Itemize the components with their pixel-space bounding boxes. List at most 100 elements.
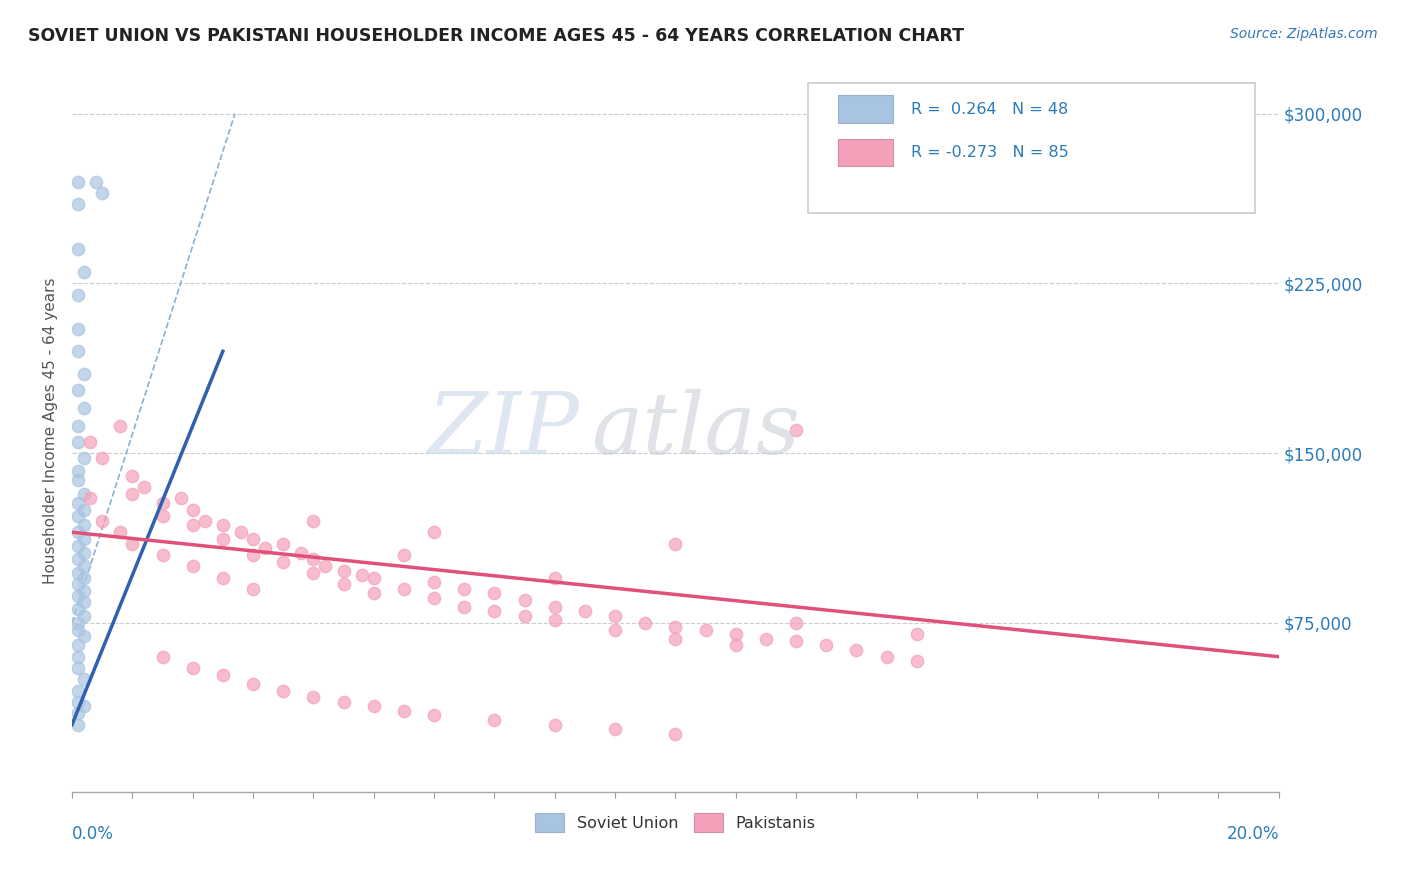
- Point: [350, 568, 373, 582]
- Point: [91, 186, 114, 200]
- Point: [181, 661, 204, 675]
- Point: [876, 649, 898, 664]
- Point: [484, 604, 506, 618]
- Point: [67, 419, 90, 434]
- Point: [73, 559, 96, 574]
- Point: [242, 532, 264, 546]
- Point: [73, 570, 96, 584]
- Point: [67, 706, 90, 721]
- Point: [67, 717, 90, 731]
- Point: [181, 559, 204, 574]
- Point: [332, 564, 354, 578]
- Point: [67, 623, 90, 637]
- Point: [152, 548, 174, 562]
- Point: [152, 509, 174, 524]
- Point: [67, 683, 90, 698]
- Point: [392, 704, 415, 718]
- Point: [423, 575, 446, 590]
- Point: [724, 627, 747, 641]
- Point: [423, 591, 446, 605]
- Point: [73, 518, 96, 533]
- Point: [271, 683, 294, 698]
- FancyBboxPatch shape: [808, 83, 1254, 213]
- Point: [73, 629, 96, 643]
- Point: [634, 615, 657, 630]
- Text: SOVIET UNION VS PAKISTANI HOUSEHOLDER INCOME AGES 45 - 64 YEARS CORRELATION CHAR: SOVIET UNION VS PAKISTANI HOUSEHOLDER IN…: [28, 27, 965, 45]
- Point: [67, 695, 90, 709]
- Point: [603, 609, 626, 624]
- Point: [121, 468, 143, 483]
- Point: [785, 615, 807, 630]
- Point: [67, 552, 90, 566]
- Point: [169, 491, 191, 506]
- Point: [905, 627, 928, 641]
- Point: [91, 514, 114, 528]
- Point: [363, 699, 385, 714]
- Legend: Soviet Union, Pakistanis: Soviet Union, Pakistanis: [529, 806, 823, 838]
- Point: [242, 677, 264, 691]
- Point: [603, 623, 626, 637]
- Point: [664, 620, 686, 634]
- Point: [73, 265, 96, 279]
- Point: [302, 566, 325, 580]
- Point: [815, 639, 838, 653]
- Point: [314, 559, 336, 574]
- Point: [67, 321, 90, 335]
- Point: [423, 525, 446, 540]
- Point: [67, 566, 90, 580]
- FancyBboxPatch shape: [838, 95, 893, 123]
- Point: [785, 633, 807, 648]
- Text: 20.0%: 20.0%: [1226, 825, 1279, 843]
- Point: [574, 604, 596, 618]
- Point: [755, 632, 778, 646]
- Point: [79, 434, 101, 449]
- Point: [332, 577, 354, 591]
- Point: [290, 546, 312, 560]
- Point: [453, 599, 475, 614]
- Point: [73, 367, 96, 381]
- Text: 0.0%: 0.0%: [72, 825, 114, 843]
- Point: [67, 496, 90, 510]
- Point: [194, 514, 217, 528]
- Point: [484, 713, 506, 727]
- Point: [212, 532, 235, 546]
- Point: [544, 717, 567, 731]
- Point: [392, 548, 415, 562]
- Point: [302, 690, 325, 705]
- Point: [121, 487, 143, 501]
- Point: [73, 502, 96, 516]
- Point: [181, 518, 204, 533]
- Point: [67, 577, 90, 591]
- Point: [513, 609, 536, 624]
- Point: [254, 541, 277, 555]
- Point: [67, 383, 90, 397]
- Point: [67, 287, 90, 301]
- Point: [67, 434, 90, 449]
- Point: [67, 602, 90, 616]
- Point: [453, 582, 475, 596]
- Point: [242, 582, 264, 596]
- Point: [67, 464, 90, 478]
- Point: [242, 548, 264, 562]
- Point: [79, 491, 101, 506]
- Point: [905, 654, 928, 668]
- Point: [544, 614, 567, 628]
- Point: [67, 615, 90, 630]
- Point: [363, 570, 385, 584]
- Point: [271, 555, 294, 569]
- Point: [392, 582, 415, 596]
- Point: [212, 518, 235, 533]
- Point: [664, 726, 686, 740]
- Y-axis label: Householder Income Ages 45 - 64 years: Householder Income Ages 45 - 64 years: [44, 277, 58, 583]
- Point: [67, 649, 90, 664]
- Point: [91, 450, 114, 465]
- Text: R =  0.264   N = 48: R = 0.264 N = 48: [911, 102, 1069, 117]
- Point: [271, 536, 294, 550]
- Point: [73, 532, 96, 546]
- Point: [603, 722, 626, 736]
- Point: [73, 546, 96, 560]
- Point: [67, 539, 90, 553]
- Point: [67, 639, 90, 653]
- Point: [332, 695, 354, 709]
- Point: [67, 661, 90, 675]
